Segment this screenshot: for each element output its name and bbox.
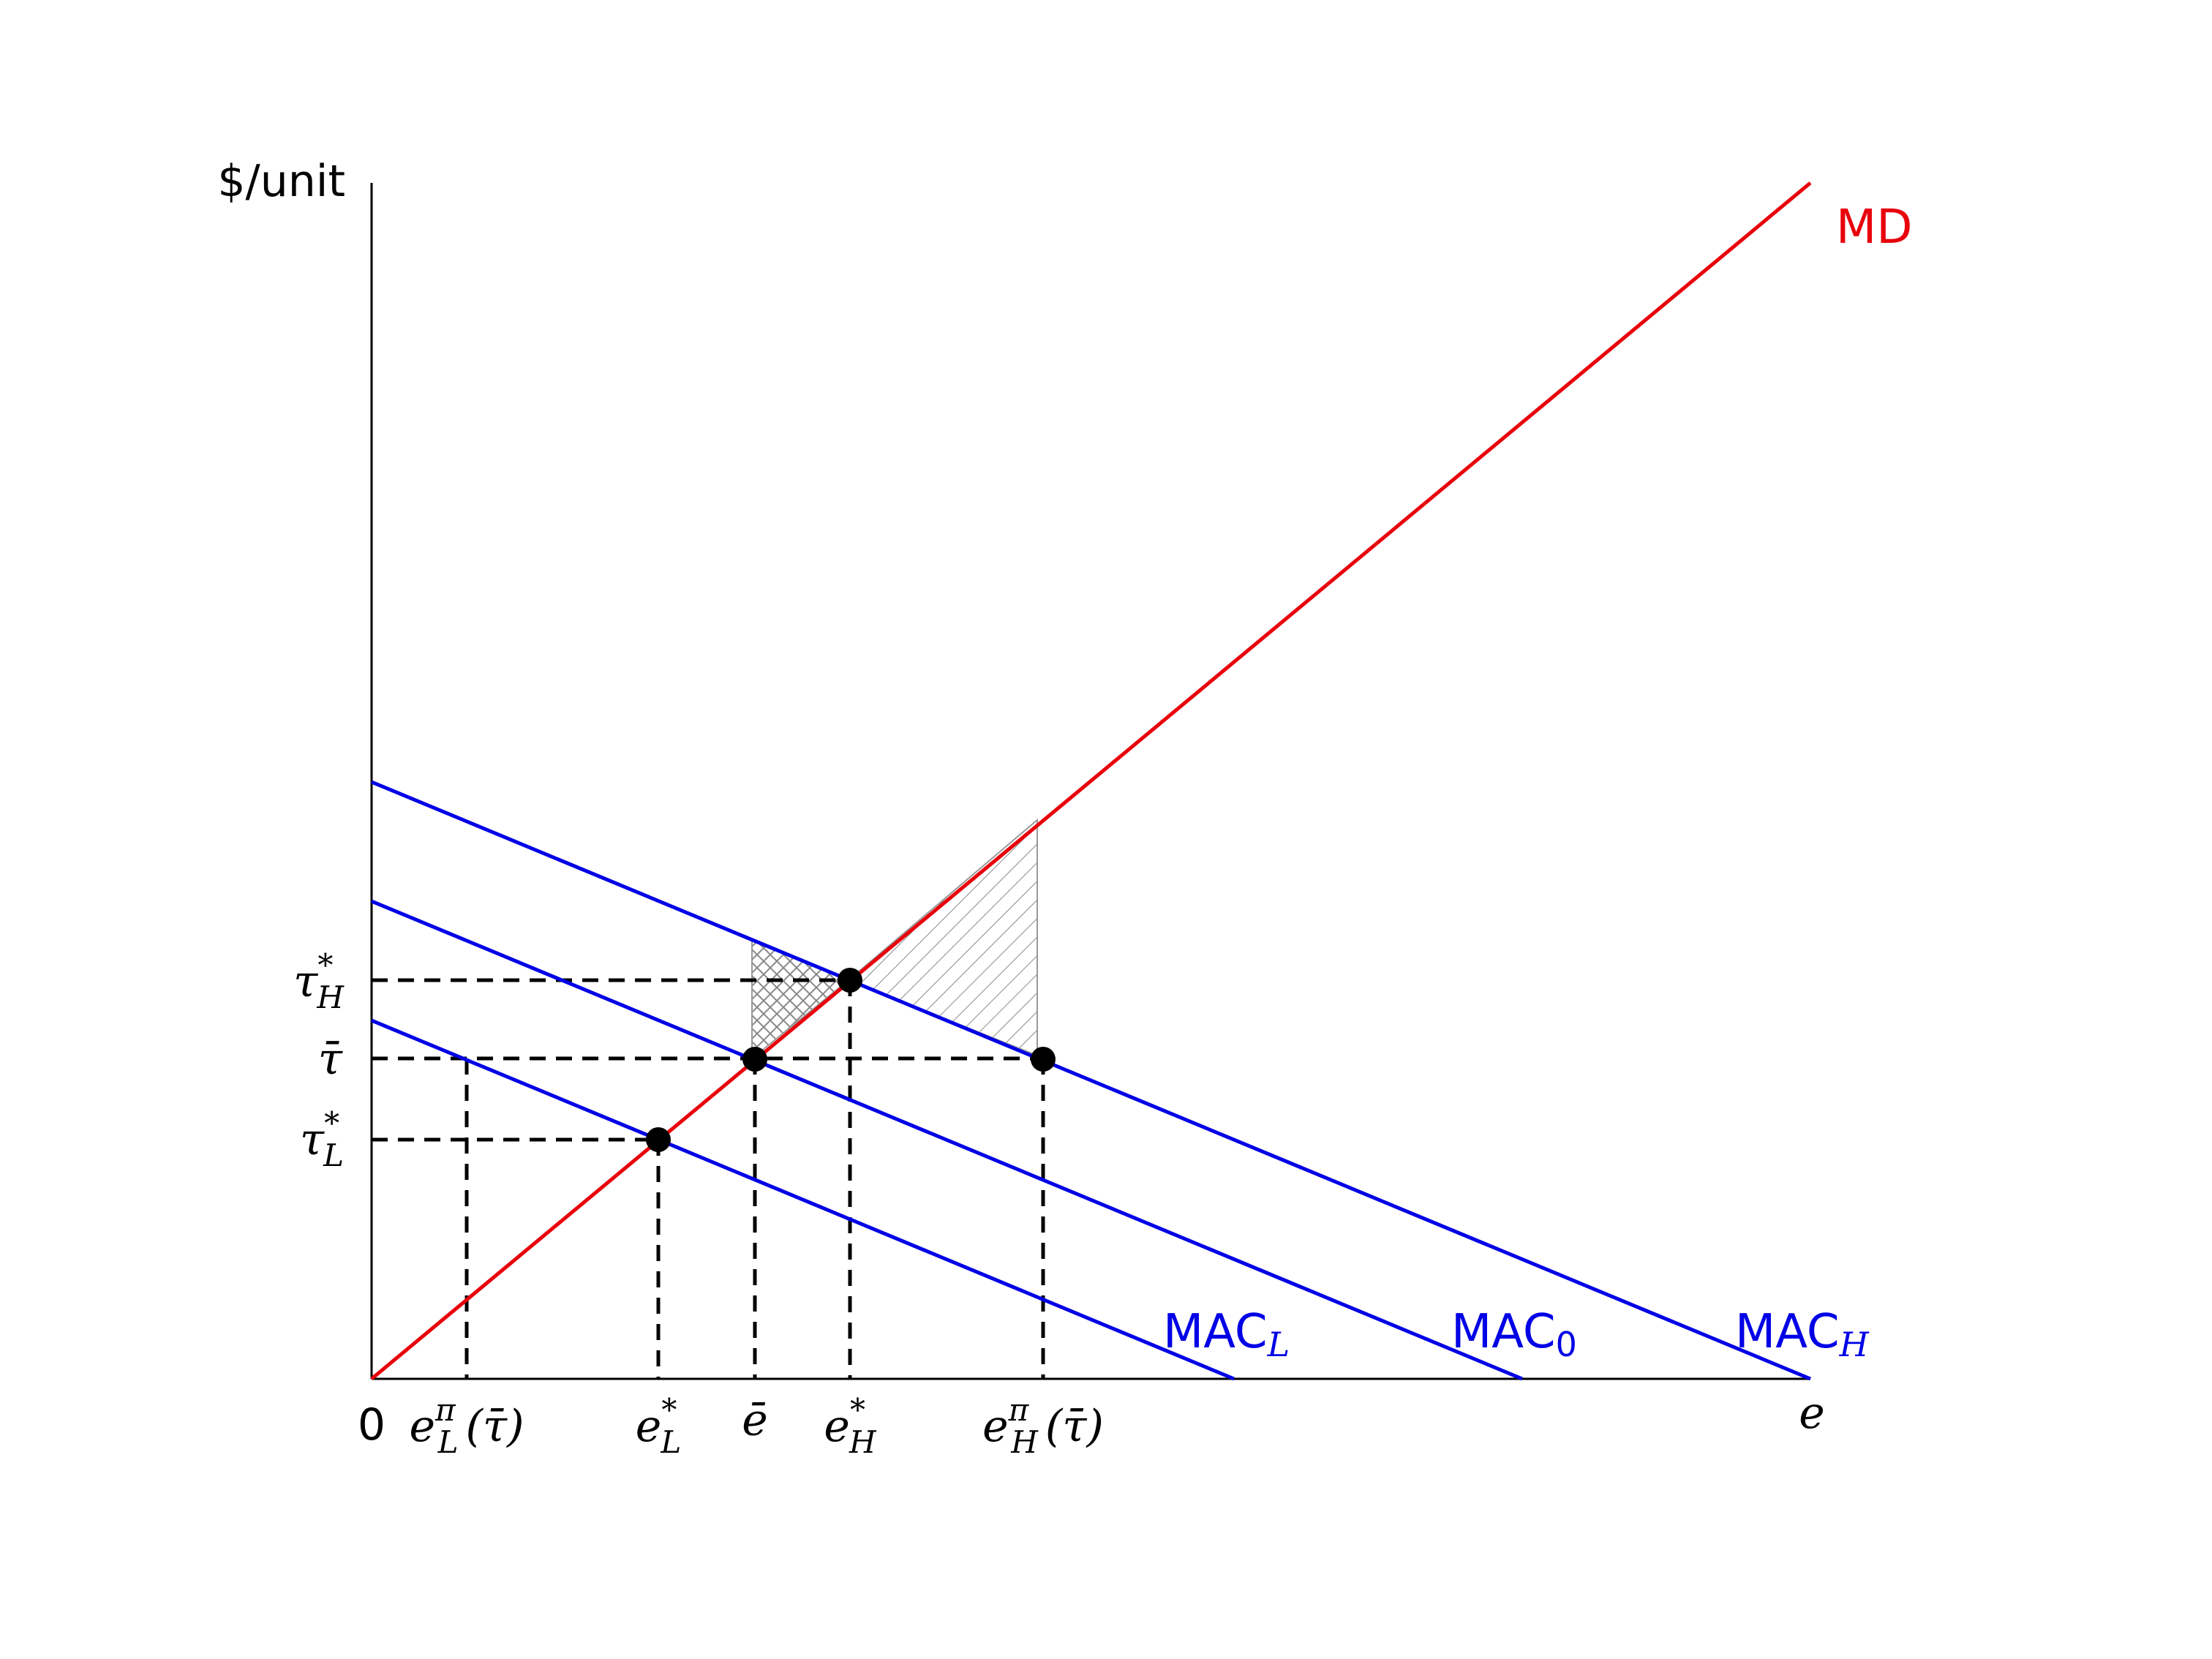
- y-tick-tau-bar: τ̄: [318, 1034, 343, 1085]
- y-tick-tau-h-sub: H: [316, 979, 345, 1015]
- y-tick-tau-l: τ* L: [300, 1105, 344, 1173]
- mac-l-label-base: MAC: [1163, 1305, 1268, 1359]
- mac-0-curve: [371, 899, 1523, 1381]
- x-tick-e-h-sub: H: [849, 1424, 877, 1460]
- x-tick-e-pi-h-sup: π: [1008, 1392, 1030, 1428]
- x-tick-e-pi-l-sub: L: [437, 1424, 459, 1460]
- mac-l-label-sub: L: [1267, 1325, 1290, 1364]
- x-tick-e-pi-h-sub: H: [1010, 1424, 1039, 1460]
- x-tick-e-l-sub: L: [660, 1424, 681, 1460]
- mac-h-label-base: MAC: [1735, 1305, 1840, 1359]
- x-tick-e-pi-l-tail: (τ̄): [466, 1401, 524, 1452]
- mac-0-label: MAC0: [1451, 1305, 1577, 1364]
- mac-0-label-base: MAC: [1451, 1305, 1556, 1359]
- x-tick-e-pi-l: eπ L (τ̄): [409, 1392, 524, 1460]
- y-tick-tau-l-base: τ: [300, 1114, 325, 1165]
- mac-l-label: MACL: [1163, 1305, 1290, 1364]
- mac-h-label-sub: H: [1839, 1325, 1870, 1364]
- y-tick-tau-h-base: τ: [293, 956, 318, 1007]
- y-tick-tau-h: τ* H: [293, 947, 345, 1015]
- origin-label: 0: [358, 1399, 385, 1451]
- mac-l-curve: [371, 1018, 1235, 1381]
- x-tick-e-pi-l-base: e: [409, 1401, 435, 1452]
- point-e-pi-h: [1031, 1047, 1056, 1072]
- md-label: MD: [1836, 200, 1913, 255]
- y-axis-label: $/unit: [217, 156, 345, 207]
- x-tick-e-l-sup: *: [661, 1392, 677, 1428]
- x-tick-e-bar: ē: [742, 1395, 768, 1446]
- x-tick-e-h-sup: *: [850, 1392, 865, 1428]
- point-tau-bar-equilibrium: [742, 1047, 767, 1072]
- mac-h-curve: [371, 780, 1811, 1381]
- point-tau-l-equilibrium: [646, 1127, 671, 1152]
- x-tick-e-l-base: e: [636, 1401, 662, 1452]
- x-tick-e-l: e* L: [636, 1392, 681, 1460]
- x-axis-label: e: [1799, 1388, 1825, 1439]
- point-tau-h-equilibrium: [838, 968, 862, 993]
- mac-0-label-sub: 0: [1556, 1325, 1577, 1364]
- y-tick-tau-l-sub: L: [323, 1137, 344, 1173]
- x-tick-e-h-base: e: [824, 1401, 850, 1452]
- x-tick-e-h: e* H: [824, 1392, 877, 1460]
- x-tick-e-pi-h: eπ H (τ̄): [982, 1392, 1104, 1460]
- x-tick-e-pi-l-sup: π: [434, 1392, 456, 1428]
- x-tick-e-pi-h-tail: (τ̄): [1045, 1401, 1104, 1452]
- guide-lines: [372, 978, 1045, 1379]
- y-tick-tau-h-sup: *: [317, 947, 333, 983]
- y-tick-tau-l-sup: *: [324, 1105, 339, 1141]
- mac-h-label: MACH: [1735, 1305, 1870, 1364]
- x-tick-e-pi-h-base: e: [982, 1401, 1009, 1452]
- md-curve: [370, 181, 1812, 1380]
